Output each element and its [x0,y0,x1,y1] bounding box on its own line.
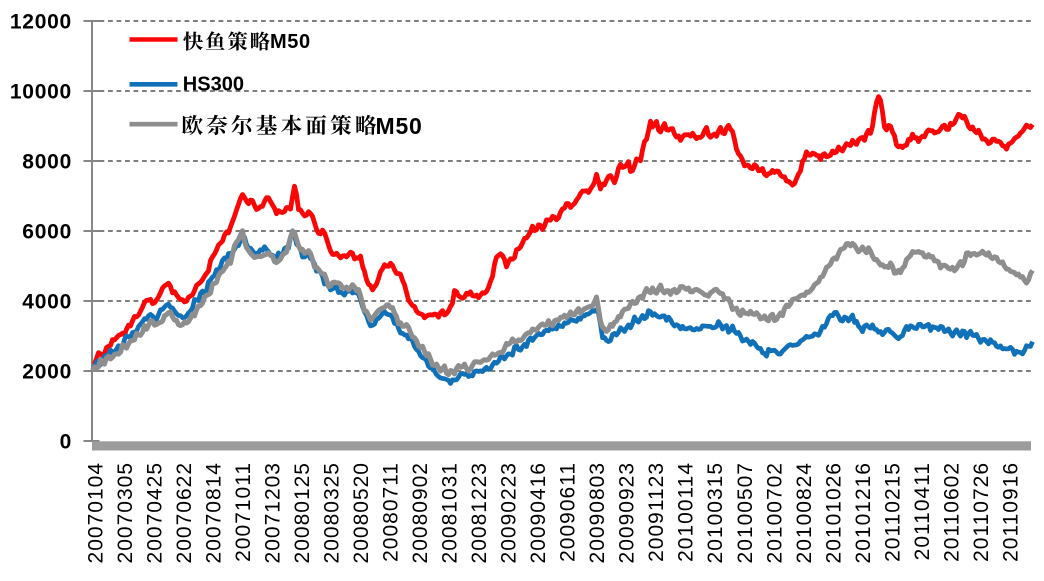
svg-text:M50: M50 [270,31,311,53]
svg-text:20110916: 20110916 [999,462,1022,562]
svg-text:20080325: 20080325 [321,462,344,563]
svg-text:20070425: 20070425 [143,462,166,563]
svg-text:20100114: 20100114 [675,462,698,562]
svg-text:0: 0 [60,431,72,454]
svg-text:20110726: 20110726 [970,462,993,562]
svg-text:20070104: 20070104 [84,462,107,563]
svg-text:10000: 10000 [10,81,72,104]
svg-text:M50: M50 [376,113,423,139]
svg-text:20101026: 20101026 [822,462,845,563]
svg-text:20100315: 20100315 [704,462,727,563]
svg-text:20080902: 20080902 [409,462,432,563]
svg-text:20110215: 20110215 [881,462,904,562]
svg-text:20081223: 20081223 [468,462,491,563]
svg-text:12000: 12000 [10,11,72,34]
svg-text:20110602: 20110602 [940,462,963,562]
svg-text:2000: 2000 [22,361,72,384]
svg-text:20070814: 20070814 [203,462,226,563]
svg-text:20070305: 20070305 [114,462,137,563]
svg-text:20100702: 20100702 [763,462,786,563]
svg-text:20090416: 20090416 [527,462,550,563]
svg-text:20100507: 20100507 [734,462,757,563]
svg-text:20071011: 20071011 [232,462,255,562]
svg-text:20110411: 20110411 [911,462,934,560]
svg-text:20080711: 20080711 [380,462,403,562]
svg-text:6000: 6000 [22,221,72,244]
svg-text:20080520: 20080520 [350,462,373,563]
svg-text:20071203: 20071203 [262,462,285,563]
svg-text:20091123: 20091123 [645,462,668,562]
svg-text:20101216: 20101216 [852,462,875,563]
svg-text:8000: 8000 [22,151,72,174]
svg-text:20090803: 20090803 [586,462,609,563]
svg-text:HS300: HS300 [183,74,244,96]
svg-text:20100824: 20100824 [793,462,816,563]
svg-text:4000: 4000 [22,291,72,314]
svg-text:20090923: 20090923 [616,462,639,563]
svg-text:20081031: 20081031 [439,462,462,563]
svg-text:20070622: 20070622 [173,462,196,563]
svg-text:20080125: 20080125 [291,462,314,563]
svg-text:20090611: 20090611 [557,462,580,562]
svg-text:20090223: 20090223 [498,462,521,563]
